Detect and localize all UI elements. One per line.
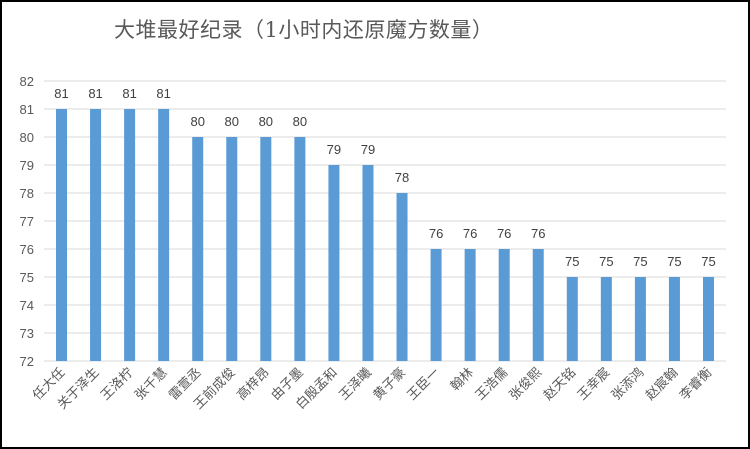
- data-label: 81: [88, 86, 102, 101]
- bar: [464, 249, 476, 361]
- y-tick-label: 76: [20, 242, 34, 257]
- data-label: 76: [497, 226, 511, 241]
- y-tick-label: 81: [20, 102, 34, 117]
- x-tick-label: 王臣一: [405, 365, 443, 403]
- bar: [532, 249, 544, 361]
- bar: [328, 165, 340, 361]
- data-label: 75: [599, 254, 613, 269]
- data-label: 76: [429, 226, 443, 241]
- bar: [90, 109, 102, 361]
- bar: [124, 109, 136, 361]
- y-tick-label: 77: [20, 214, 34, 229]
- data-label: 80: [259, 114, 273, 129]
- bar: [668, 277, 680, 361]
- data-label: 76: [531, 226, 545, 241]
- x-tick-label: 王幸宸: [574, 365, 613, 404]
- bar: [192, 137, 204, 361]
- x-tick-label: 张千慧: [132, 365, 171, 404]
- data-label: 78: [395, 170, 409, 185]
- y-tick-label: 82: [20, 74, 34, 89]
- data-label: 80: [293, 114, 307, 129]
- x-tick-label: 王泽曦: [336, 365, 375, 404]
- chart-title: 大堆最好纪录（1小时内还原魔方数量）: [114, 18, 494, 42]
- x-tick-label: 张添鸿: [608, 365, 647, 404]
- data-label: 81: [156, 86, 170, 101]
- y-tick-label: 75: [20, 270, 34, 285]
- y-tick-label: 72: [20, 354, 34, 369]
- y-tick-label: 80: [20, 130, 34, 145]
- x-tick-label: 黄子豪: [370, 365, 409, 404]
- y-tick-label: 74: [20, 298, 34, 313]
- y-tick-label: 73: [20, 326, 34, 341]
- data-label: 80: [190, 114, 204, 129]
- bar: [430, 249, 442, 361]
- x-tick-label: 王浩儒: [473, 365, 511, 403]
- x-tick-label: 张俊熙: [507, 365, 545, 403]
- data-label: 79: [361, 142, 375, 157]
- data-label: 75: [633, 254, 647, 269]
- data-label: 81: [122, 86, 136, 101]
- x-tick-label: 赵天铭: [541, 365, 579, 403]
- data-label: 75: [701, 254, 715, 269]
- bar: [703, 277, 714, 361]
- data-label: 81: [54, 86, 68, 101]
- y-tick-label: 79: [20, 158, 34, 173]
- data-label: 80: [225, 114, 239, 129]
- bar: [498, 249, 510, 361]
- bar: [362, 165, 374, 361]
- x-tick-label: 赵宸翰: [642, 365, 681, 404]
- y-tick-label: 78: [20, 186, 34, 201]
- x-tick-label: 李睿衡: [677, 365, 715, 403]
- bar: [396, 193, 408, 361]
- bar: [294, 137, 306, 361]
- bar: [56, 109, 67, 361]
- bar: [226, 137, 238, 361]
- data-label: 75: [667, 254, 681, 269]
- bar: [634, 277, 646, 361]
- bar: [260, 137, 272, 361]
- data-label: 75: [565, 254, 579, 269]
- x-tick-label: 翰林: [448, 365, 477, 394]
- bar: [158, 109, 170, 361]
- data-label: 76: [463, 226, 477, 241]
- x-tick-label: 王洛柠: [98, 365, 136, 403]
- x-tick-label: 高梓昂: [234, 365, 273, 404]
- bar: [566, 277, 578, 361]
- bar: [600, 277, 612, 361]
- data-label: 79: [327, 142, 341, 157]
